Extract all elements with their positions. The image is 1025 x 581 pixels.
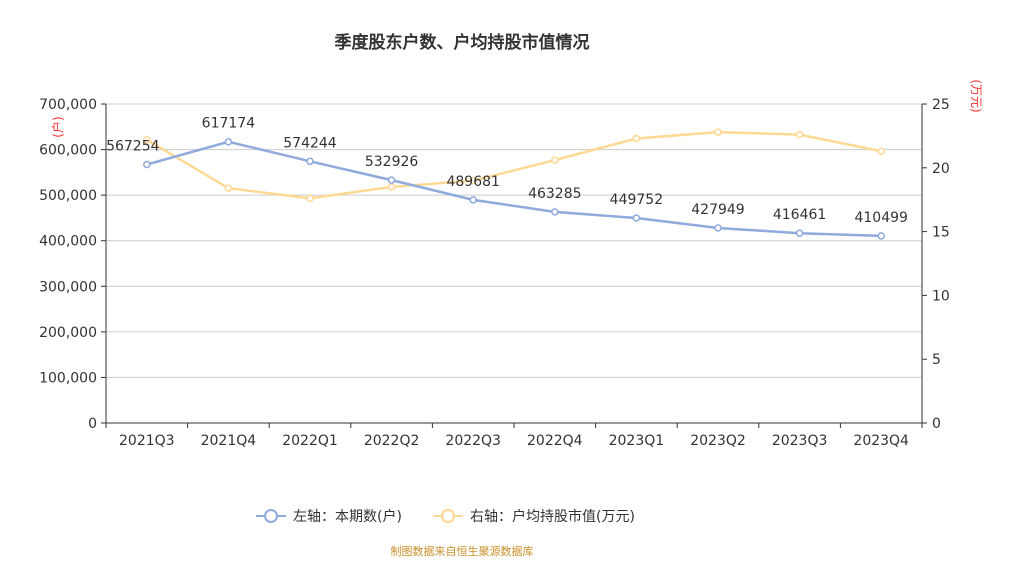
data-label: 416461 — [773, 207, 826, 223]
data-point — [224, 184, 233, 192]
data-label: 567254 — [106, 138, 160, 154]
left-tick-label: 300,000 — [39, 279, 97, 295]
right-tick-label: 25 — [932, 97, 950, 113]
x-tick-label: 2023Q4 — [853, 433, 909, 449]
left-tick-label: 100,000 — [39, 370, 97, 386]
data-point — [795, 229, 804, 237]
data-label: 617174 — [202, 116, 256, 132]
left-tick-label: 600,000 — [39, 143, 97, 159]
data-point — [387, 176, 396, 184]
data-label: 427949 — [691, 202, 744, 218]
left-tick-label: 500,000 — [39, 188, 97, 204]
data-point — [143, 160, 151, 169]
data-point — [877, 232, 885, 240]
source-note: 制图数据来自恒生聚源数据库 — [391, 544, 534, 558]
data-point — [469, 196, 477, 204]
chart-title: 季度股东户数、户均持股市值情况 — [335, 32, 590, 53]
right-tick-label: 15 — [932, 225, 950, 241]
legend-item-right[interactable]: 右轴：户均持股市值(万元) — [433, 508, 635, 525]
right-tick-label: 0 — [932, 416, 941, 432]
data-point — [632, 134, 641, 143]
x-tick-label: 2022Q1 — [282, 433, 338, 449]
left-tick-label: 400,000 — [39, 234, 97, 250]
data-point — [551, 208, 559, 216]
data-label: 574244 — [283, 135, 337, 151]
series-line-right — [146, 130, 882, 200]
data-point — [795, 130, 804, 139]
data-label: 463285 — [528, 186, 581, 202]
data-point — [877, 147, 885, 155]
right-tick-label: 20 — [932, 161, 950, 177]
x-tick-label: 2022Q4 — [527, 433, 583, 449]
data-label: 449752 — [610, 192, 663, 208]
left-axis-label: (户) — [50, 116, 65, 137]
right-axis-label: (万元) — [969, 79, 983, 112]
x-tick-label: 2021Q4 — [201, 433, 257, 449]
legend: 左轴：本期数(户) 右轴：户均持股市值(万元) — [256, 508, 635, 525]
data-label: 532926 — [365, 154, 419, 170]
left-tick-label: 0 — [88, 416, 97, 432]
x-tick-label: 2021Q3 — [119, 433, 175, 449]
data-label: 489681 — [446, 174, 499, 190]
data-point — [306, 157, 314, 166]
data-point — [469, 176, 477, 185]
data-point — [306, 194, 314, 203]
right-tick-label: 5 — [932, 352, 941, 368]
data-point — [143, 135, 151, 144]
legend-marker-icon — [264, 509, 278, 523]
legend-marker-icon — [441, 509, 455, 523]
data-point — [551, 156, 559, 164]
x-tick-label: 2023Q3 — [772, 433, 828, 449]
data-point — [632, 214, 641, 222]
legend-label: 右轴：户均持股市值(万元) — [470, 508, 635, 525]
data-point — [714, 128, 722, 136]
data-label: 410499 — [854, 210, 907, 226]
legend-item-left[interactable]: 左轴：本期数(户) — [256, 508, 402, 525]
left-tick-label: 200,000 — [39, 325, 97, 341]
right-tick-label: 10 — [932, 288, 950, 304]
data-point — [387, 183, 396, 191]
x-tick-label: 2023Q2 — [690, 433, 746, 449]
left-tick-label: 700,000 — [39, 97, 97, 113]
legend-label: 左轴：本期数(户) — [293, 508, 402, 525]
data-point — [714, 224, 722, 232]
data-point — [224, 137, 233, 146]
x-tick-label: 2022Q3 — [445, 433, 501, 449]
series-line-left — [146, 140, 882, 238]
x-tick-label: 2022Q2 — [364, 433, 420, 449]
x-tick-label: 2023Q1 — [609, 433, 665, 449]
